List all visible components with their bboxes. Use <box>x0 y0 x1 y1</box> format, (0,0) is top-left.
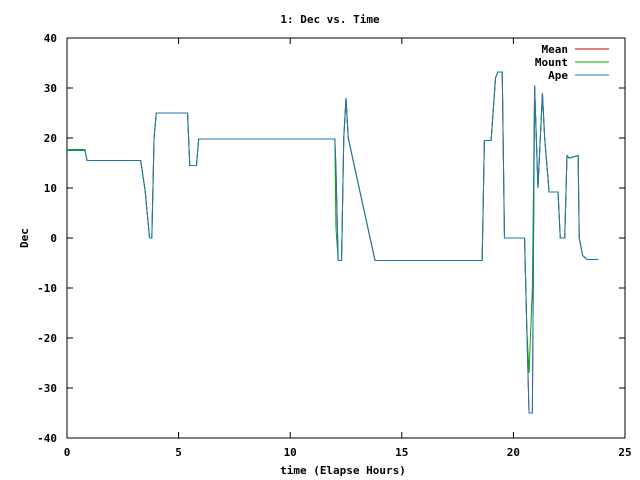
y-tick-label: -20 <box>37 332 57 345</box>
legend-label-mean: Mean <box>542 43 569 56</box>
x-tick-label: 20 <box>507 446 520 459</box>
y-tick-label: 40 <box>44 32 57 45</box>
series-line-mean <box>67 71 599 414</box>
x-tick-label: 25 <box>618 446 631 459</box>
series-layer <box>67 71 599 414</box>
x-tick-label: 10 <box>284 446 297 459</box>
x-tick-label: 5 <box>175 446 182 459</box>
x-axis: 0 5 10 15 20 25 <box>64 38 632 459</box>
y-axis: 40 30 20 10 0 -10 -20 -30 -40 <box>37 32 625 445</box>
chart-title: 1: Dec vs. Time <box>280 13 380 26</box>
x-tick-label: 0 <box>64 446 71 459</box>
y-tick-label: -10 <box>37 282 57 295</box>
legend-label-ape: Ape <box>548 69 568 82</box>
y-tick-label: 10 <box>44 182 57 195</box>
y-tick-label: -40 <box>37 432 57 445</box>
series-line-ape <box>67 71 599 414</box>
y-tick-label: 0 <box>50 232 57 245</box>
y-tick-label: 20 <box>44 132 57 145</box>
x-tick-label: 15 <box>395 446 408 459</box>
series-line-mount <box>67 71 599 374</box>
y-axis-label: Dec <box>18 228 31 248</box>
x-axis-label: time (Elapse Hours) <box>280 464 406 477</box>
legend-label-mount: Mount <box>535 56 568 69</box>
y-tick-label: -30 <box>37 382 57 395</box>
y-tick-label: 30 <box>44 82 57 95</box>
